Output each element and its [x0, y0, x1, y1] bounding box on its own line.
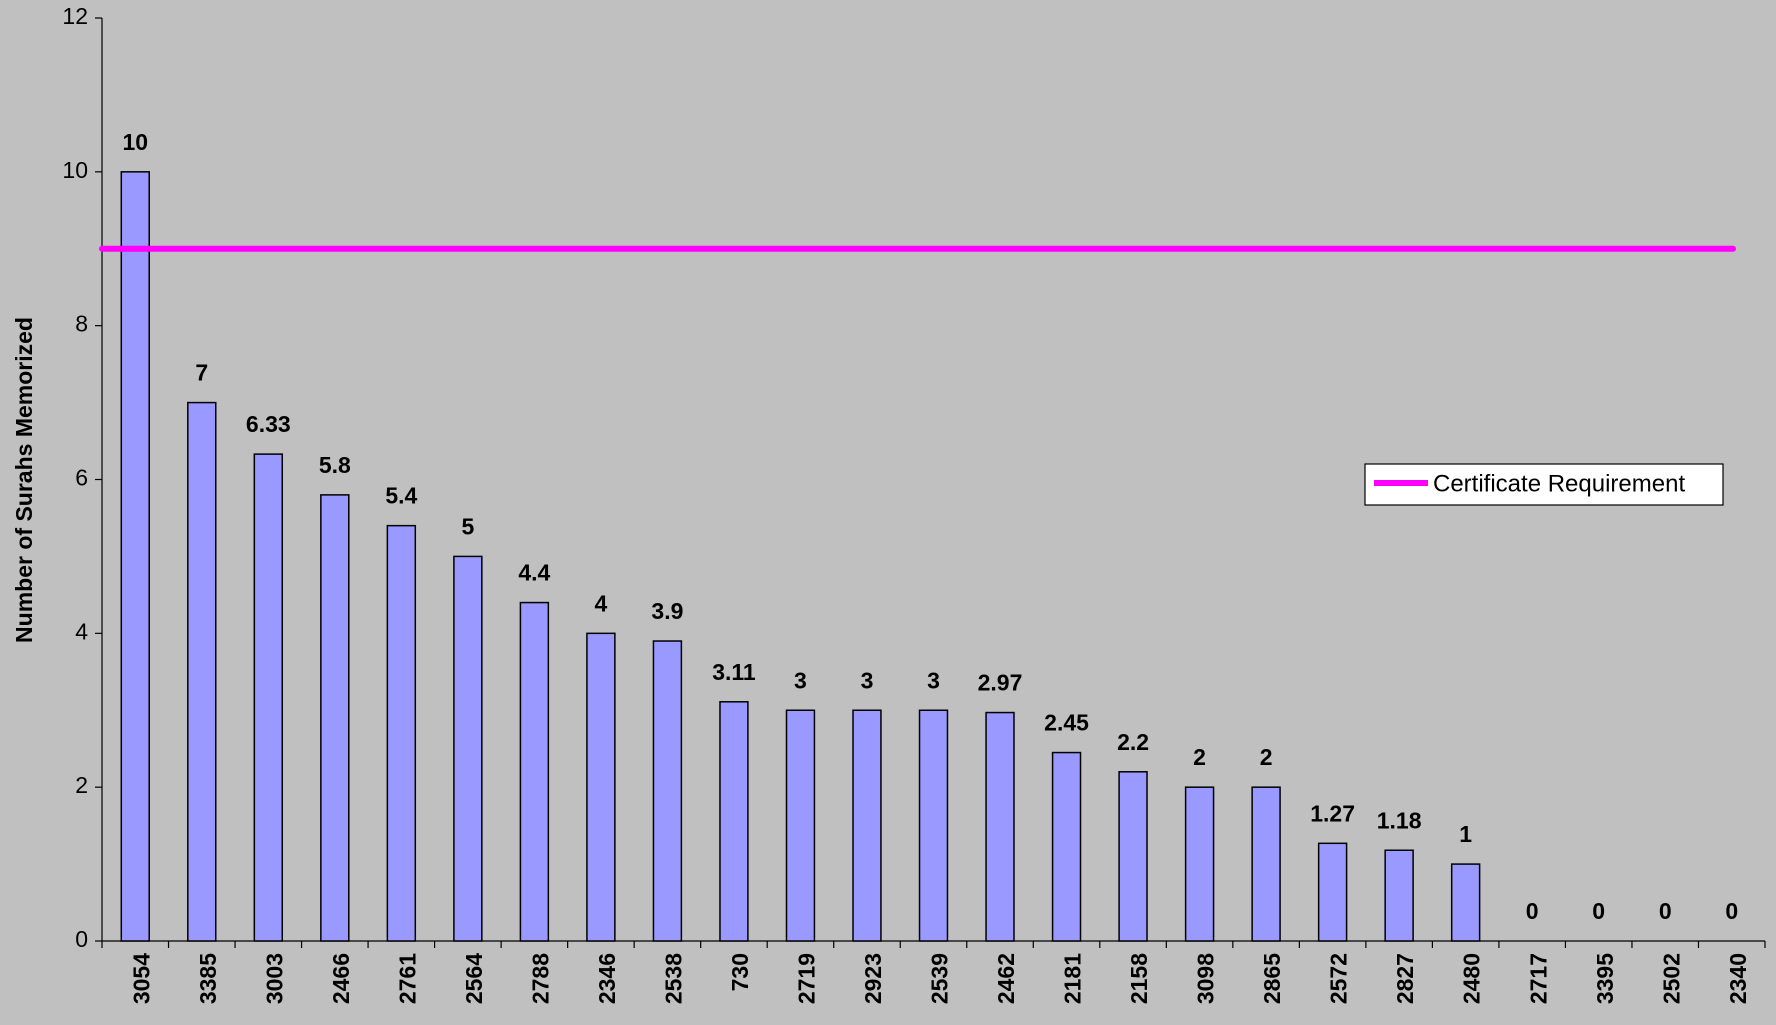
x-tick-label: 2480: [1459, 953, 1485, 1004]
data-label: 7: [195, 360, 208, 386]
data-label: 2.97: [978, 670, 1023, 696]
data-label: 0: [1526, 898, 1539, 924]
bar: [320, 494, 350, 942]
data-label: 0: [1725, 898, 1738, 924]
y-tick-label: 10: [62, 157, 88, 183]
bar: [785, 709, 816, 942]
bar: [1184, 786, 1215, 942]
data-label: 2.45: [1044, 710, 1089, 736]
y-tick-label: 4: [75, 618, 88, 644]
data-label: 4: [595, 590, 608, 616]
data-label: 2.2: [1117, 729, 1149, 755]
bar: [187, 401, 217, 942]
x-tick-label: 3003: [261, 953, 287, 1004]
y-tick-label: 8: [75, 311, 88, 337]
x-tick-label: 2538: [660, 953, 686, 1004]
x-tick-label: 2761: [394, 953, 420, 1004]
data-label: 1.18: [1377, 807, 1422, 833]
x-tick-label: 2717: [1525, 953, 1551, 1004]
x-tick-label: 3385: [195, 953, 221, 1004]
data-label: 3.9: [651, 598, 683, 624]
x-tick-label: 2564: [461, 953, 487, 1004]
data-label: 1: [1459, 821, 1472, 847]
x-tick-label: 2719: [794, 953, 820, 1004]
data-label: 4.4: [518, 560, 550, 586]
bar: [453, 555, 483, 942]
data-label: 6.33: [246, 411, 291, 437]
data-label: 2: [1260, 744, 1273, 770]
x-tick-label: 2827: [1392, 953, 1418, 1004]
y-tick-label: 2: [75, 772, 88, 798]
bar: [1317, 842, 1348, 942]
x-tick-label: 2462: [993, 953, 1019, 1004]
data-label: 3: [927, 667, 940, 693]
y-axis-label: Number of Surahs Memorized: [11, 317, 37, 643]
bar: [1051, 751, 1082, 942]
bar: [1251, 786, 1281, 942]
bar: [719, 701, 749, 942]
bar: [652, 640, 683, 942]
x-tick-label: 2346: [594, 953, 620, 1004]
data-label: 3.11: [712, 659, 756, 685]
bar: [253, 453, 284, 942]
legend-label: Certificate Requirement: [1433, 470, 1685, 497]
data-label: 5.4: [385, 483, 417, 509]
bar: [386, 524, 417, 942]
x-tick-label: 2181: [1060, 953, 1086, 1004]
data-label: 5: [461, 513, 474, 539]
data-label: 5.8: [319, 452, 351, 478]
x-tick-label: 730: [727, 953, 753, 991]
x-tick-label: 2572: [1326, 953, 1352, 1004]
x-tick-label: 2865: [1259, 953, 1285, 1004]
bar: [1118, 771, 1148, 942]
x-tick-label: 2466: [328, 953, 354, 1004]
bar: [852, 709, 882, 942]
x-tick-label: 2502: [1658, 953, 1684, 1004]
bar: [985, 711, 1015, 942]
x-tick-label: 3395: [1592, 953, 1618, 1004]
data-label: 2: [1193, 744, 1206, 770]
x-tick-label: 2340: [1725, 953, 1751, 1004]
x-tick-label: 3098: [1193, 953, 1219, 1004]
data-label: 10: [122, 129, 148, 155]
bar: [519, 601, 550, 942]
bar: [1450, 863, 1481, 942]
x-tick-label: 2158: [1126, 953, 1152, 1004]
y-tick-label: 0: [75, 926, 88, 952]
x-tick-label: 3054: [128, 953, 154, 1004]
data-label: 0: [1592, 898, 1605, 924]
data-label: 1.27: [1310, 800, 1355, 826]
y-tick-label: 12: [62, 3, 88, 29]
bar: [586, 632, 616, 942]
y-tick-label: 6: [75, 465, 88, 491]
x-tick-label: 2539: [927, 953, 953, 1004]
bar: [120, 171, 150, 942]
bar: [1384, 849, 1414, 942]
bar: [918, 709, 949, 942]
data-label: 0: [1659, 898, 1672, 924]
data-label: 3: [861, 667, 874, 693]
data-label: 3: [794, 667, 807, 693]
x-tick-label: 2788: [527, 953, 553, 1004]
x-tick-label: 2923: [860, 953, 886, 1004]
